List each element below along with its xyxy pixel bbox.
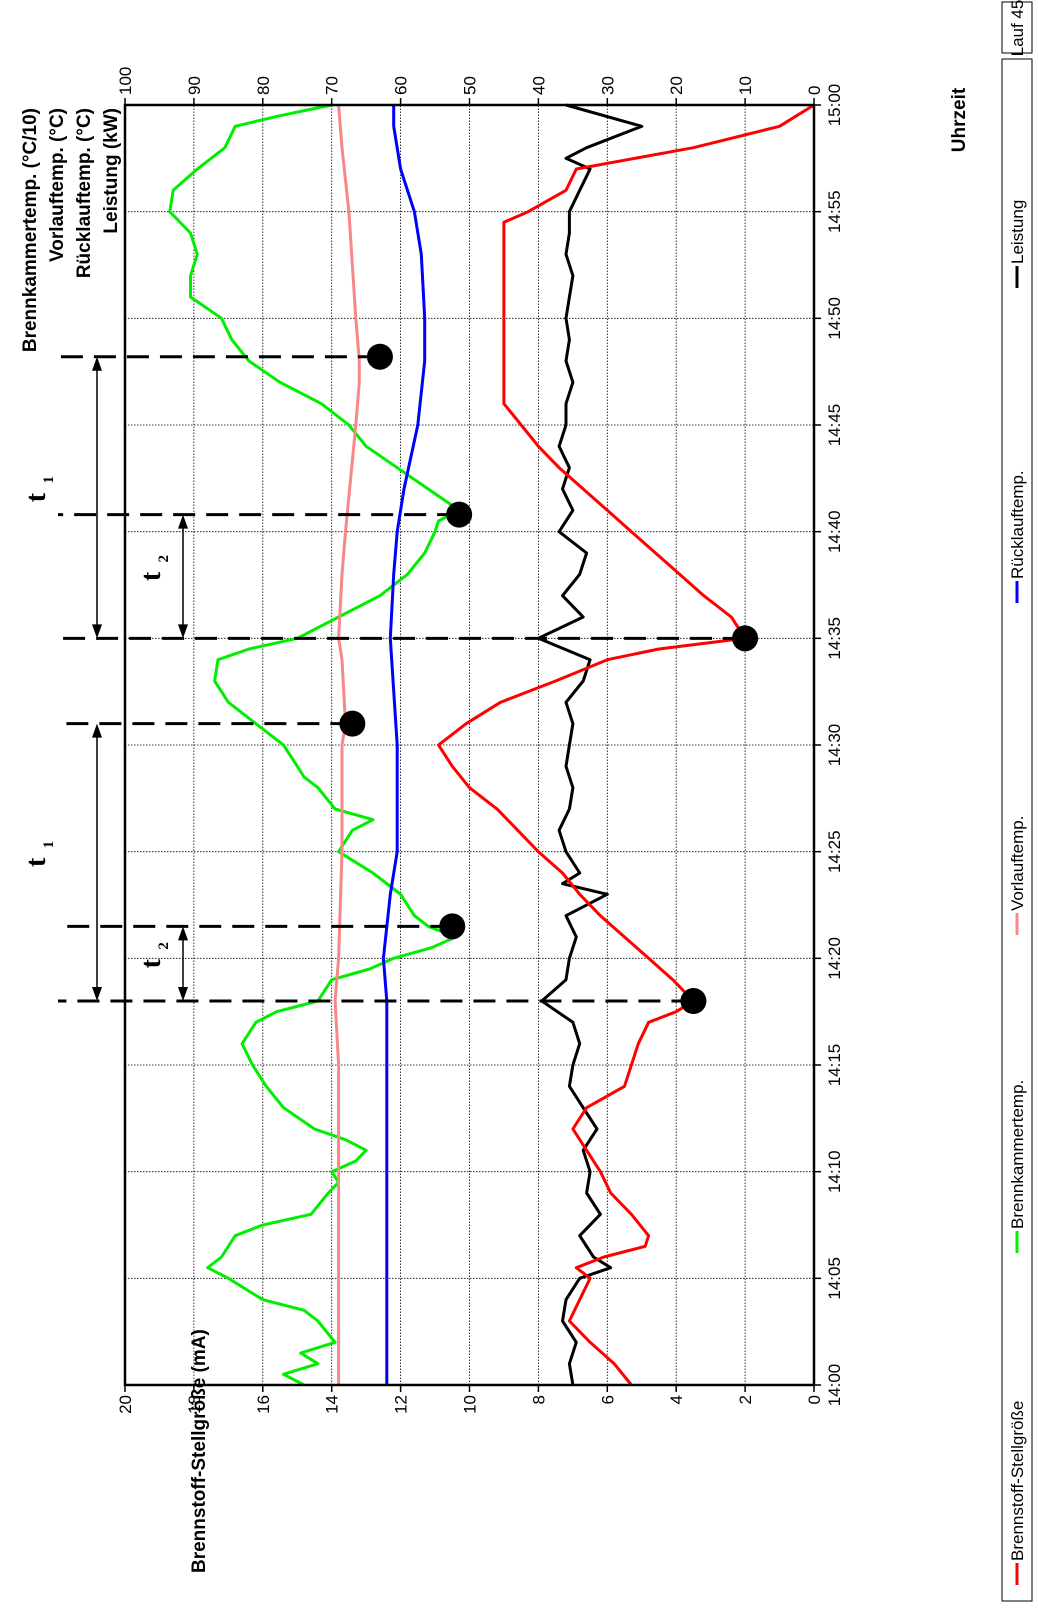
x-tick-label: 14:05 — [825, 1257, 844, 1300]
arrow-head — [178, 624, 188, 639]
arrow-head — [178, 514, 188, 529]
series-line-3 — [333, 104, 361, 1385]
event-marker — [339, 710, 366, 737]
interval-label-sub: 1 — [41, 476, 57, 484]
right-tick-label: 0 — [805, 86, 824, 95]
event-marker — [680, 988, 707, 1014]
arrow-head — [92, 356, 102, 371]
left-tick-label: 16 — [254, 1395, 273, 1414]
left-tick-label: 2 — [736, 1395, 755, 1404]
right-axis-title-brennkammer: Brennkammertemp. (°C/10) — [20, 108, 41, 352]
x-axis-title: Uhrzeit — [949, 87, 970, 152]
left-tick-label: 6 — [598, 1395, 617, 1404]
right-tick-label: 30 — [598, 76, 617, 95]
right-tick-label: 60 — [392, 76, 411, 95]
event-marker — [439, 913, 466, 940]
left-tick-label: 12 — [392, 1395, 411, 1414]
x-tick-label: 14:30 — [825, 724, 844, 767]
interval-label: t — [136, 958, 167, 968]
legend-label-4: Rücklauftemp. — [1008, 470, 1027, 579]
right-axis-title-vorlauf: Vorlauftemp. (°C) — [47, 108, 68, 262]
right-tick-label: 100 — [116, 67, 135, 95]
left-tick-label: 20 — [116, 1395, 135, 1414]
interval-label: t — [21, 857, 52, 867]
series-line-4 — [381, 105, 427, 1385]
right-tick-label: 70 — [323, 76, 342, 95]
arrow-head — [178, 987, 188, 1001]
arrow-head — [92, 624, 102, 639]
event-marker — [366, 343, 393, 370]
run-label-box: Lauf 45 — [1001, 0, 1033, 56]
left-tick-label: 4 — [667, 1395, 686, 1404]
x-tick-label: 14:35 — [825, 617, 844, 660]
left-tick-label: 18 — [185, 1395, 204, 1414]
interval-label: t — [21, 492, 52, 502]
right-tick-label: 20 — [667, 76, 686, 95]
interval-label-sub: 2 — [156, 555, 172, 563]
x-tick-label: 14:10 — [825, 1150, 844, 1193]
left-axis-title: Brennstoff-Stellgröße (mA) — [189, 1329, 210, 1573]
arrow-head — [178, 926, 188, 941]
series-line-1 — [437, 103, 815, 1386]
x-tick-label: 15:00 — [825, 84, 844, 127]
x-tick-label: 14:40 — [825, 510, 844, 553]
x-tick-label: 14:15 — [825, 1044, 844, 1087]
legend-label-1: Brennstoff-Stellgröße — [1008, 1401, 1027, 1561]
interval-label: t — [136, 571, 167, 581]
x-tick-label: 14:20 — [825, 937, 844, 980]
left-tick-label: 8 — [529, 1395, 548, 1404]
right-axis-title-ruecklauf: Rücklauftemp. (°C) — [74, 108, 95, 278]
arrow-head — [92, 723, 102, 738]
x-tick-label: 14:55 — [825, 190, 844, 233]
x-tick-label: 14:50 — [825, 297, 844, 340]
x-tick-label: 14:25 — [825, 830, 844, 873]
x-tick-label: 14:00 — [825, 1364, 844, 1407]
left-tick-label: 10 — [461, 1395, 480, 1414]
legend-box — [1001, 58, 1033, 1602]
interval-label-sub: 1 — [41, 841, 57, 849]
right-tick-label: 40 — [529, 76, 548, 95]
event-marker — [732, 625, 759, 652]
event-marker — [446, 501, 473, 528]
legend-label-5: Leistung — [1008, 200, 1027, 264]
legend-label-2: Brennkammertemp. — [1008, 1080, 1027, 1229]
left-tick-label: 14 — [323, 1395, 342, 1414]
right-tick-label: 90 — [185, 76, 204, 95]
legend-label-3: Vorlauftemp. — [1008, 816, 1027, 911]
interval-label-sub: 2 — [156, 942, 172, 950]
series-line-5 — [536, 103, 644, 1386]
left-tick-label: 0 — [805, 1395, 824, 1404]
right-tick-label: 50 — [461, 76, 480, 95]
arrow-head — [92, 987, 102, 1001]
x-tick-label: 14:45 — [825, 404, 844, 447]
legend: Brennstoff-Stellgröße Brennkammertemp. Vor… — [1001, 58, 1033, 1602]
right-tick-label: 80 — [254, 76, 273, 95]
run-label: Lauf 45 — [1008, 0, 1027, 56]
right-tick-label: 10 — [736, 76, 755, 95]
right-axis-title-leistung: Leistung (kW) — [101, 108, 122, 234]
